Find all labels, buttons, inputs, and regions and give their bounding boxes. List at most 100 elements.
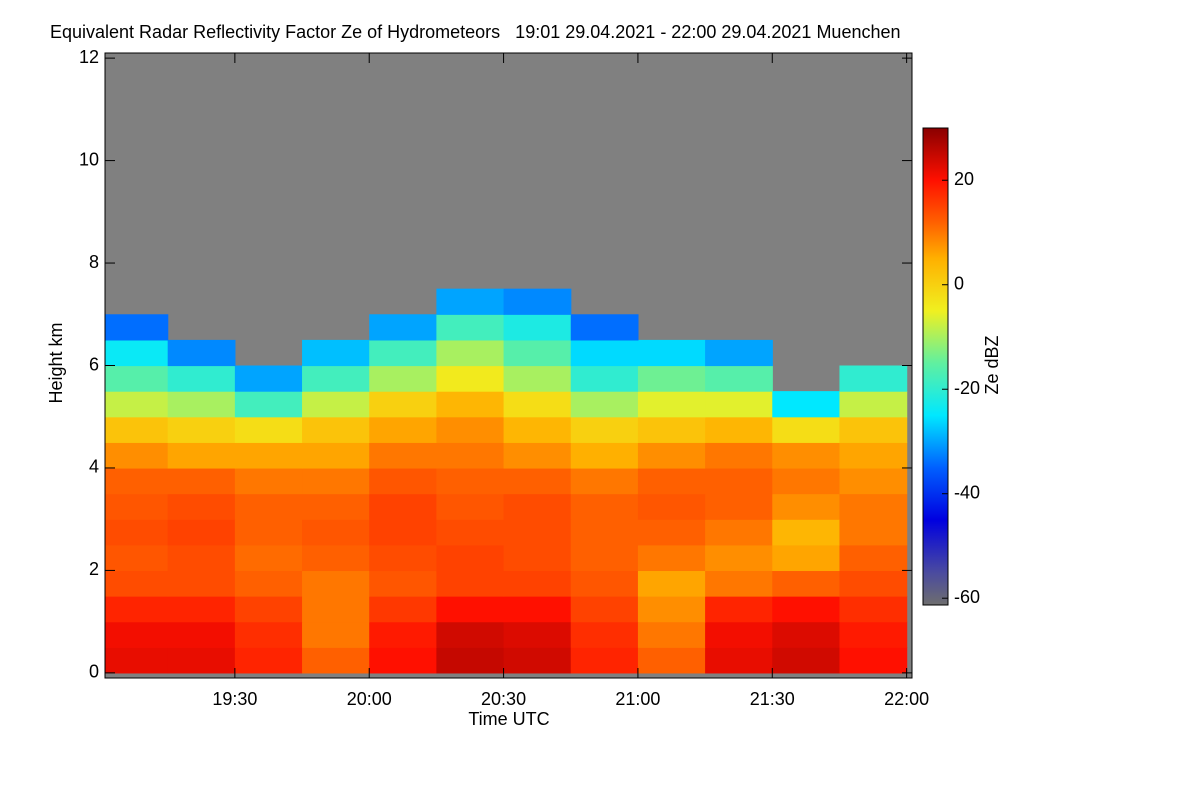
heatmap-cell (234, 621, 303, 648)
heatmap-cell (105, 519, 169, 546)
heatmap-cell (772, 442, 841, 469)
heatmap-cell (503, 339, 572, 367)
heatmap-cell (772, 467, 841, 495)
heatmap-cell (503, 288, 572, 315)
heatmap-cell (503, 570, 572, 597)
heatmap-cell (839, 467, 908, 495)
heatmap-cell (570, 416, 639, 443)
heatmap-cell (570, 467, 639, 495)
heatmap-cell (772, 544, 841, 572)
heatmap-cell (234, 493, 303, 520)
heatmap-cell (436, 621, 505, 648)
heatmap-cell (637, 416, 706, 443)
colorbar-tick-label: -20 (954, 378, 980, 398)
heatmap-cell (167, 647, 236, 674)
x-tick-label: 19:30 (212, 689, 257, 709)
heatmap-cell (503, 467, 572, 495)
colorbar-tick-label: 20 (954, 169, 974, 189)
heatmap-cell (234, 519, 303, 546)
heatmap-cell (369, 416, 437, 443)
heatmap-cell (369, 391, 437, 418)
heatmap-cell (105, 365, 169, 392)
heatmap-cell (105, 467, 169, 495)
heatmap-cell (637, 570, 706, 597)
heatmap-cell (839, 570, 908, 597)
heatmap-cell (167, 391, 236, 418)
heatmap-cell (503, 621, 572, 648)
heatmap-cell (570, 596, 639, 623)
heatmap-cell (302, 519, 370, 546)
heatmap-cell (105, 621, 169, 648)
heatmap-cell (167, 493, 236, 520)
heatmap-cell (369, 314, 437, 341)
heatmap-cell (436, 647, 505, 674)
heatmap-cell (637, 596, 706, 623)
heatmap-cell (167, 621, 236, 648)
heatmap-cell (167, 467, 236, 495)
heatmap-cell (436, 442, 505, 469)
y-tick-label: 2 (89, 559, 99, 579)
heatmap-cell (302, 647, 370, 674)
heatmap-cell (105, 314, 169, 341)
heatmap-cell (570, 339, 639, 367)
heatmap-cell (302, 621, 370, 648)
heatmap-cell (570, 493, 639, 520)
colorbar-tick-label: 0 (954, 273, 964, 293)
heatmap-cell (839, 391, 908, 418)
heatmap-cell (705, 339, 773, 367)
heatmap-cell (637, 519, 706, 546)
heatmap-cell (705, 391, 773, 418)
heatmap-cell (167, 570, 236, 597)
heatmap-cell (503, 519, 572, 546)
heatmap-cell (637, 365, 706, 392)
heatmap-cell (167, 519, 236, 546)
heatmap-cell (570, 391, 639, 418)
heatmap-cell (637, 442, 706, 469)
heatmap-cell (234, 467, 303, 495)
chart-title: Equivalent Radar Reflectivity Factor Ze … (50, 22, 901, 42)
heatmap-cell (637, 493, 706, 520)
heatmap-cell (369, 493, 437, 520)
heatmap-cell (302, 416, 370, 443)
heatmap-cell (772, 493, 841, 520)
heatmap-cell (234, 442, 303, 469)
heatmap-cell (436, 365, 505, 392)
heatmap-cell (839, 365, 908, 392)
heatmap-cell (302, 467, 370, 495)
heatmap-cell (436, 519, 505, 546)
heatmap-cell (570, 365, 639, 392)
x-tick-label: 22:00 (884, 689, 929, 709)
heatmap-cell (436, 391, 505, 418)
heatmap-cell (167, 596, 236, 623)
heatmap-cell (302, 339, 370, 367)
heatmap-cell (302, 570, 370, 597)
heatmap-cell (436, 544, 505, 572)
heatmap-cell (234, 365, 303, 392)
heatmap-cell (105, 416, 169, 443)
heatmap-cell (436, 467, 505, 495)
heatmap-cell (234, 596, 303, 623)
heatmap-cell (570, 647, 639, 674)
heatmap-cell (105, 339, 169, 367)
heatmap-cell (105, 544, 169, 572)
heatmap-cell (570, 314, 639, 341)
heatmap-cell (503, 544, 572, 572)
heatmap-cell (105, 596, 169, 623)
heatmap-cell (705, 442, 773, 469)
heatmap-cell (503, 314, 572, 341)
heatmap-cell (302, 596, 370, 623)
heatmap-cell (637, 339, 706, 367)
heatmap-cell (436, 314, 505, 341)
y-tick-label: 0 (89, 662, 99, 682)
heatmap-cell (369, 570, 437, 597)
heatmap-cell (167, 365, 236, 392)
heatmap-cell (705, 493, 773, 520)
heatmap-cell (167, 544, 236, 572)
heatmap-cell (302, 391, 370, 418)
x-tick-label: 20:00 (347, 689, 392, 709)
heatmap-cell (436, 416, 505, 443)
heatmap-cell (105, 493, 169, 520)
y-tick-label: 8 (89, 252, 99, 272)
heatmap-cell (570, 519, 639, 546)
heatmap-cell (167, 339, 236, 367)
